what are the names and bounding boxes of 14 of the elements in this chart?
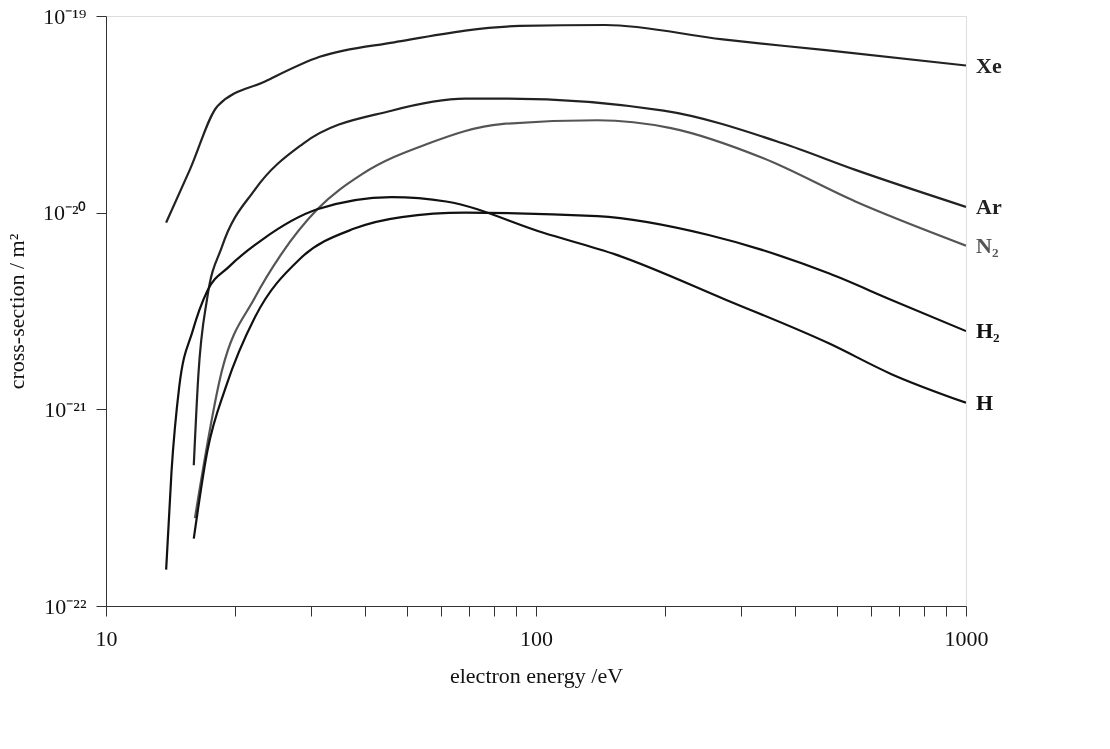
y-axis-title: cross-section / m² [3,233,29,390]
y-tick-label: 10⁻¹⁹ [43,3,87,29]
series-label: Xe [976,52,1002,78]
series-label: H [976,389,994,415]
series-label: Ar [976,193,1002,219]
series-label: H₂ [976,318,1001,344]
y-tick-label: 10⁻²⁰ [42,200,87,226]
x-tick-label: 100 [520,625,553,651]
series-label: N₂ [976,232,999,258]
y-tick-label: 10⁻²¹ [44,396,87,422]
x-axis-title: electron energy /eV [449,662,624,688]
y-tick-label: 10⁻²² [44,593,87,619]
x-tick-label: 1000 [944,625,989,651]
x-tick-label: 10 [95,625,118,651]
